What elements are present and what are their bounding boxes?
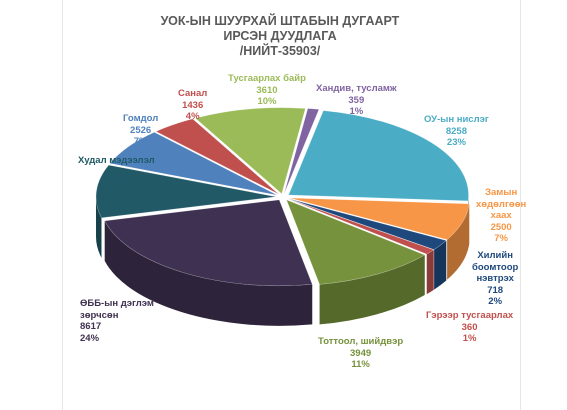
label-gomdol-pct: 7% [133,136,148,147]
slice-хандив-тусламж [283,108,320,194]
label-obb-value: 8617 [80,321,102,332]
label-handiv-value: 359 [348,94,365,106]
chart-title-line-3: /НИЙТ-35903/ [239,44,321,58]
label-hil-line3: нэвтрэх [476,273,514,284]
label-ou: ОУ-ын нислэг 8258 23% [424,114,489,149]
label-hil-line1: Хилийн [477,250,513,261]
label-tog-name: Тоттоол, шийдвэр [318,336,404,347]
label-obb-line2: зөрчсөн [80,309,119,321]
left-divider [62,0,63,410]
slice-хилийн-боомтоор-нэвтрэх [288,198,447,250]
label-gomdol: Гомдол 2526 7% [123,113,158,148]
label-hil-value: 718 [487,284,504,296]
label-geree-pct: 1% [462,333,477,344]
slice-side-гэрээр-тусгаарлах [426,249,434,295]
label-zam-value: 2500 [490,221,512,233]
label-zam-line3: хаах [490,210,512,221]
label-sanal: Санал 1436 4% [178,88,207,123]
slice-side-хилийн-боомтоор-нэвтрэх [434,240,447,290]
label-sanal-name: Санал [178,88,208,99]
slice-тоттоол-шийдвэр [286,199,426,285]
label-tusgaarlah-name: Тусгаарлах байр [228,73,306,84]
slice-side-тоттоол-шийдвэр [319,254,425,325]
label-ou-name: ОУ-ын нислэг [424,114,489,125]
label-ou-pct: 23% [446,137,466,148]
label-hudal: Худал мэдээлэл 3570 10% [78,155,155,190]
label-geree-value: 360 [461,321,478,333]
label-sanal-pct: 4% [185,111,200,122]
label-zam: Замын хөдөлгөөн хаах 2500 7% [476,187,526,245]
label-zam-pct: 7% [494,233,508,244]
chart-title-line-1: УОК-ЫН ШУУРХАЙ ШТАБЫН ДУГААРТ [160,14,400,28]
slice-өбб-ын-дэглэм-зөрчсөн [104,199,313,287]
slice-тусгаарлах-байр [194,107,306,195]
label-handiv-name: Хандив, тусламж [316,83,397,94]
slice-гомдол [109,131,278,196]
label-obb-pct: 24% [80,332,100,344]
label-geree-name: Гэрээр тусгаарлах [426,310,514,321]
slice-оу-ын-нислэг [288,110,469,202]
label-hudal-pct: 10% [106,178,126,189]
label-handiv-pct: 1% [349,106,364,117]
label-tog-pct: 11% [351,359,370,370]
label-hudal-value: 3570 [105,166,127,178]
label-gomdol-value: 2526 [130,124,152,136]
label-geree: Гэрээр тусгаарлах 360 1% [426,310,513,345]
slice-side-өбб-ын-дэглэм-зөрчсөн [104,220,313,326]
slice-замын-хөдөлгөөн-хаах [289,197,470,240]
slice-side-замын-хөдөлгөөн-хаах [447,203,470,280]
label-hil-line2: боомтоор [472,261,519,273]
label-ou-value: 8258 [445,125,467,137]
label-obb-line1: ӨББ-ын дэглэм [80,298,154,309]
slice-гэрээр-тусгаарлах [288,198,435,255]
label-hil-pct: 2% [488,296,503,307]
label-zam-line1: Замын [485,187,518,198]
label-tusgaarlah: Тусгаарлах байр 3610 10% [228,73,306,108]
chart-title: УОК-ЫН ШУУРХАЙ ШТАБЫН ДУГААРТ ИРСЭН ДУУД… [160,14,400,59]
label-tog-value: 3949 [350,347,372,359]
chart-title-line-2: ИРСЭН ДУУДЛАГА [223,29,337,43]
label-hil: Хилийн боомтоор нэвтрэх 718 2% [472,250,518,308]
right-divider [520,0,521,410]
label-zam-line2: хөдөлгөөн [476,198,527,210]
label-obb: ӨББ-ын дэглэм зөрчсөн 8617 24% [80,298,154,344]
label-gomdol-name: Гомдол [123,113,159,124]
label-handiv: Хандив, тусламж 359 1% [316,83,397,118]
label-tog: Тоттоол, шийдвэр 3949 11% [318,336,403,371]
slice-side-худал-мэдээлэл [96,196,102,258]
label-hudal-name: Худал мэдээлэл [78,155,155,166]
label-sanal-value: 1436 [182,99,204,111]
label-tusgaarlah-value: 3610 [256,84,278,96]
slice-санал [155,118,280,195]
slice-худал-мэдээлэл [95,164,277,219]
label-tusgaarlah-pct: 10% [257,96,277,107]
